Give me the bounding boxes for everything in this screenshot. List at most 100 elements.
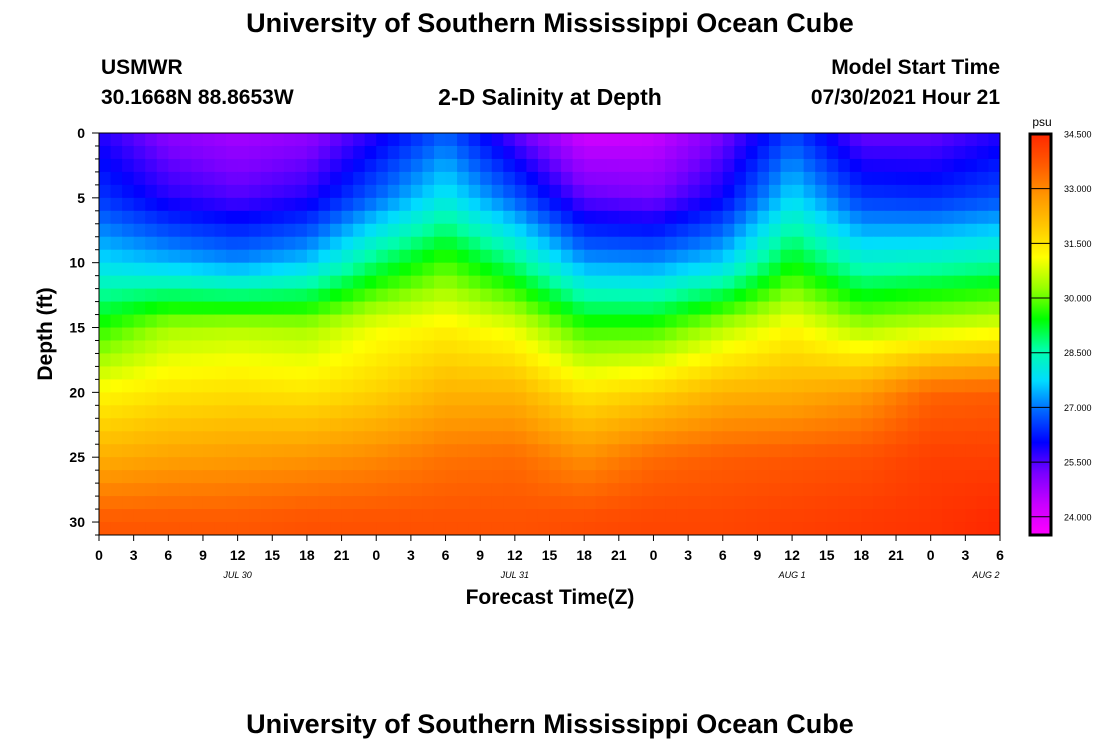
heatmap-cell	[572, 470, 585, 484]
heatmap-cell	[445, 483, 458, 497]
heatmap-cell	[734, 210, 747, 225]
heatmap-cell	[445, 210, 458, 225]
heatmap-cell	[699, 327, 712, 342]
heatmap-cell	[884, 301, 897, 316]
heatmap-cell	[641, 340, 655, 355]
heatmap-cell	[260, 145, 273, 160]
heatmap-cell	[376, 379, 389, 393]
heatmap-cell	[815, 340, 828, 355]
heatmap-cell	[99, 470, 112, 484]
heatmap-cell	[133, 275, 146, 290]
heatmap-cell	[653, 171, 666, 186]
heatmap-cell	[618, 275, 631, 290]
heatmap-cell	[457, 522, 470, 535]
heatmap-cell	[202, 353, 216, 368]
heatmap-cell	[745, 223, 759, 238]
heatmap-cell	[930, 522, 943, 535]
heatmap-cell	[145, 158, 158, 173]
heatmap-cell	[179, 340, 193, 355]
heatmap-cell	[110, 353, 123, 368]
heatmap-cell	[757, 353, 770, 368]
heatmap-cell	[676, 301, 689, 316]
heatmap-cell	[226, 236, 239, 251]
heatmap-cell	[734, 197, 747, 212]
heatmap-cell	[283, 197, 296, 212]
heatmap-cell	[780, 405, 793, 419]
heatmap-cell	[653, 457, 666, 471]
heatmap-cell	[815, 145, 828, 160]
heatmap-cell	[976, 197, 990, 212]
heatmap-cell	[179, 301, 193, 316]
heatmap-cell	[826, 392, 839, 406]
heatmap-cell	[399, 301, 412, 316]
heatmap-cell	[318, 197, 331, 212]
heatmap-cell	[872, 392, 886, 406]
heatmap-cell	[353, 171, 366, 186]
heatmap-cell	[861, 379, 874, 393]
heatmap-cell	[722, 379, 735, 393]
heatmap-cell	[214, 457, 227, 471]
heatmap-cell	[376, 353, 389, 368]
heatmap-cell	[514, 405, 527, 419]
heatmap-cell	[815, 301, 828, 316]
heatmap-cell	[399, 288, 412, 303]
heatmap-cell	[422, 496, 435, 510]
heatmap-cell	[965, 288, 978, 303]
heatmap-cell	[976, 275, 990, 290]
heatmap-cell	[861, 418, 874, 432]
heatmap-cell	[260, 184, 273, 199]
heatmap-cell	[549, 301, 562, 316]
heatmap-cell	[422, 457, 435, 471]
heatmap-cell	[803, 379, 816, 393]
heatmap-cell	[537, 158, 551, 173]
heatmap-cell	[688, 288, 701, 303]
heatmap-cell	[930, 249, 943, 264]
heatmap-cell	[457, 275, 470, 290]
heatmap-cell	[896, 210, 909, 225]
heatmap-cell	[757, 197, 770, 212]
heatmap-cell	[145, 496, 158, 510]
heatmap-cell	[295, 184, 308, 199]
heatmap-cell	[283, 483, 296, 497]
heatmap-cell	[468, 522, 481, 535]
heatmap-cell	[630, 444, 643, 458]
heatmap-cell	[468, 171, 481, 186]
heatmap-cell	[503, 133, 516, 147]
heatmap-cell	[99, 418, 112, 432]
heatmap-cell	[445, 275, 458, 290]
heatmap-cell	[688, 392, 701, 406]
heatmap-cell	[572, 236, 585, 251]
heatmap-cell	[630, 431, 643, 445]
heatmap-cell	[387, 133, 400, 147]
heatmap-cell	[572, 301, 585, 316]
heatmap-cell	[676, 457, 689, 471]
heatmap-cell	[861, 262, 874, 277]
heatmap-cell	[480, 418, 493, 432]
heatmap-cell	[514, 236, 527, 251]
heatmap-cell	[618, 184, 631, 199]
heatmap-cell	[376, 457, 389, 471]
heatmap-cell	[665, 314, 678, 329]
heatmap-cell	[607, 301, 620, 316]
heatmap-cell	[537, 301, 551, 316]
heatmap-cell	[330, 249, 343, 264]
heatmap-cell	[988, 301, 1000, 316]
heatmap-cell	[699, 314, 712, 329]
heatmap-cell	[976, 327, 990, 342]
heatmap-cell	[422, 236, 435, 251]
heatmap-cell	[607, 418, 620, 432]
heatmap-cell	[399, 236, 412, 251]
heatmap-cell	[422, 392, 435, 406]
heatmap-cell	[168, 418, 181, 432]
heatmap-cell	[122, 483, 135, 497]
heatmap-cell	[907, 353, 920, 368]
heatmap-cell	[110, 392, 123, 406]
heatmap-cell	[226, 353, 239, 368]
heatmap-cell	[399, 405, 412, 419]
heatmap-cell	[849, 483, 862, 497]
heatmap-cell	[191, 392, 204, 406]
heatmap-cell	[156, 431, 169, 445]
heatmap-cell	[607, 145, 620, 160]
heatmap-cell	[722, 405, 735, 419]
heatmap-cell	[202, 249, 216, 264]
